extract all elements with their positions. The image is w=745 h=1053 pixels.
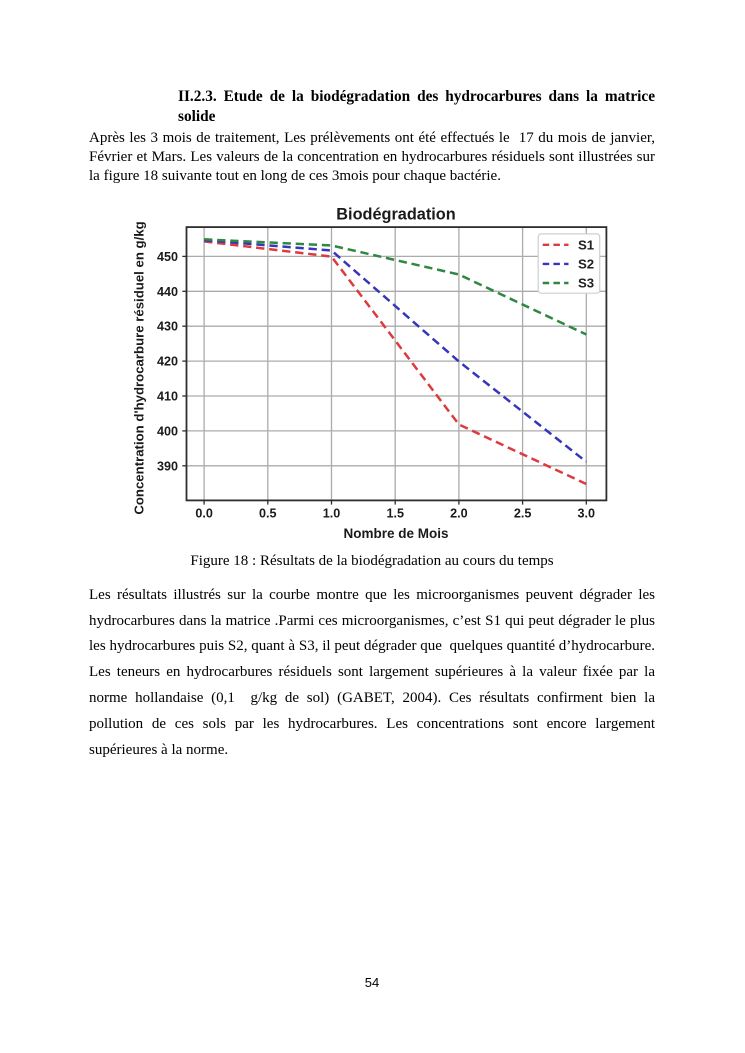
svg-text:Concentration d'hydrocarbure r: Concentration d'hydrocarbure résiduel en… — [132, 221, 147, 514]
svg-text:2.5: 2.5 — [514, 507, 532, 521]
svg-text:S1: S1 — [578, 237, 594, 252]
svg-text:420: 420 — [157, 355, 178, 369]
svg-text:1.5: 1.5 — [386, 507, 404, 521]
svg-text:0.5: 0.5 — [259, 507, 277, 521]
svg-text:S3: S3 — [578, 276, 594, 291]
svg-text:2.0: 2.0 — [450, 507, 468, 521]
svg-text:1.0: 1.0 — [323, 507, 341, 521]
svg-text:450: 450 — [157, 250, 178, 264]
svg-text:400: 400 — [157, 424, 178, 438]
svg-text:S2: S2 — [578, 256, 594, 271]
svg-text:440: 440 — [157, 285, 178, 299]
svg-text:410: 410 — [157, 390, 178, 404]
svg-text:3.0: 3.0 — [578, 507, 596, 521]
svg-text:Biodégradation: Biodégradation — [336, 206, 455, 224]
svg-text:Nombre de Mois: Nombre de Mois — [343, 526, 448, 541]
svg-text:430: 430 — [157, 320, 178, 334]
svg-text:0.0: 0.0 — [195, 507, 213, 521]
svg-text:390: 390 — [157, 459, 178, 473]
